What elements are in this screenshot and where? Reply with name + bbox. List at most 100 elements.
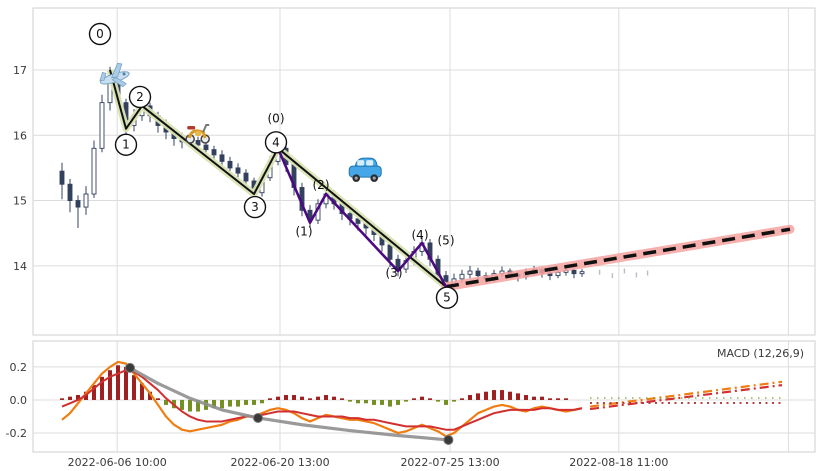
airplane-icon [99, 62, 130, 88]
primary-wave-line [109, 69, 447, 288]
hist-bar [356, 399, 360, 404]
xtick-label: 2022-08-18 11:00 [569, 456, 668, 469]
hist-bar [492, 390, 496, 400]
hist-bar [244, 399, 248, 405]
hist-bar [252, 399, 256, 405]
subwave-label: (5) [438, 234, 455, 248]
subwave-label: (1) [296, 225, 313, 239]
hist-bar [260, 399, 264, 404]
hist-bar [124, 366, 128, 400]
subwave-label: (4) [412, 228, 429, 242]
hist-bar [116, 365, 120, 400]
hist-bar [268, 398, 272, 400]
trend-dot [253, 412, 263, 423]
hist-bar [316, 396, 320, 400]
wave-circle-label: 5 [443, 291, 451, 305]
price-ytick-label: 17 [13, 64, 27, 77]
hist-bar [220, 399, 224, 409]
hist-bar [420, 396, 424, 400]
xtick-label: 2022-07-25 13:00 [400, 456, 499, 469]
hist-bar [108, 370, 112, 400]
sub-wave-line [276, 147, 448, 288]
signal-line [61, 369, 583, 431]
macd-layer [60, 360, 783, 445]
wave-circle [264, 131, 288, 154]
hist-bar [156, 398, 160, 400]
hist-bar [332, 396, 336, 400]
candle-body [467, 270, 473, 275]
xtick-label: 2022-06-20 13:00 [230, 456, 329, 469]
candle-body [99, 102, 105, 149]
candle-body [91, 147, 97, 195]
hist-bar [132, 375, 136, 400]
macd-ytick-label: 0.2 [10, 361, 28, 374]
hist-bar [484, 391, 488, 400]
candle-body [59, 170, 65, 185]
hist-bar [436, 399, 440, 402]
icon-markers [99, 62, 382, 182]
hist-bar [212, 399, 216, 409]
hist-bar [452, 399, 456, 402]
hist-bar [564, 398, 568, 400]
hist-bar [404, 399, 408, 402]
wave-circle-label: 3 [251, 200, 259, 214]
hist-bar [60, 398, 64, 400]
candle-body [355, 218, 361, 224]
candle-body [555, 271, 561, 277]
hist-bar [340, 398, 344, 400]
hist-bar [524, 395, 528, 400]
subwave-label: (3) [386, 266, 403, 280]
projection-line [445, 227, 791, 289]
candle-body [579, 271, 585, 275]
hist-bar [148, 391, 152, 400]
candle-body [243, 172, 249, 182]
candle-body [475, 270, 481, 277]
candle-body [211, 149, 217, 156]
hist-bar [476, 393, 480, 400]
hist-bar [164, 399, 168, 405]
hist-bar [324, 395, 328, 400]
macd-ytick-label: 0.0 [10, 394, 28, 407]
candle-body [195, 140, 201, 146]
hist-bar [308, 398, 312, 400]
hist-bar [500, 390, 504, 400]
price-ytick-label: 14 [13, 260, 27, 273]
hist-bar [348, 399, 352, 402]
hist-bar [300, 396, 304, 400]
hist-bar [284, 395, 288, 400]
wave-circle [128, 85, 152, 109]
hist-bar [100, 376, 104, 400]
hist-bar [180, 399, 184, 410]
macd-indicator-label: MACD (12,26,9) [716, 347, 804, 360]
wave-circle-label: 1 [122, 138, 130, 152]
price-ytick-label: 15 [13, 195, 27, 208]
hist-bar [372, 399, 376, 405]
price-panel-frame [32, 7, 816, 336]
candle-body [235, 167, 241, 174]
hist-bar [188, 399, 192, 412]
hist-bar [236, 399, 240, 407]
wave-circle [88, 22, 112, 46]
hist-bar [412, 398, 416, 400]
scooter-icon [185, 124, 210, 144]
wave-circle [243, 195, 267, 219]
candle-body [387, 244, 393, 260]
candle-body [571, 269, 577, 275]
hist-bar [508, 391, 512, 400]
candle-body [83, 193, 89, 208]
wave-circle [114, 133, 138, 156]
wave-circle-label: 2 [136, 90, 144, 104]
elliott-wave-layer [106, 69, 795, 292]
forecast-line [589, 384, 783, 411]
wave-circle-label: 0 [96, 27, 104, 41]
wave-labels: 0 1 2 3 4 5 (0) (1) (2) (3) (4) (5) [88, 22, 459, 309]
subwave-label: (0) [268, 111, 285, 125]
macd-ytick-label: -0.2 [6, 427, 27, 440]
hist-bar [292, 395, 296, 400]
hist-bar [76, 395, 80, 400]
candle-body [75, 200, 81, 208]
hist-bar [228, 399, 232, 407]
